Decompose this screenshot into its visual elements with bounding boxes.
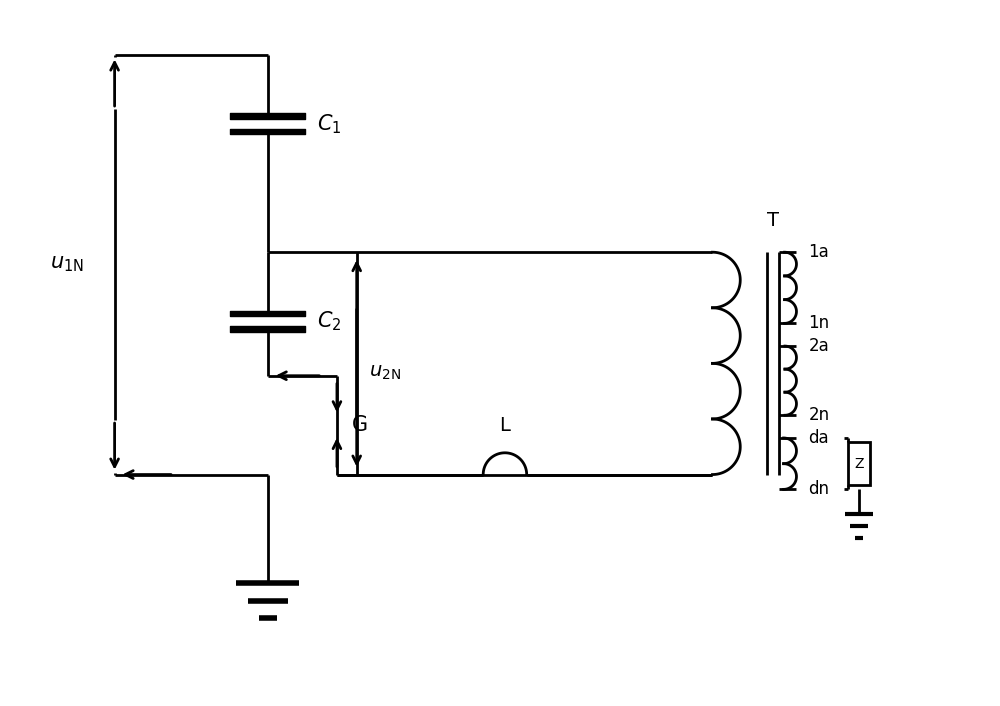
Text: L: L: [500, 416, 510, 435]
Text: $u_{\rm 1N}$: $u_{\rm 1N}$: [50, 255, 84, 275]
Text: dn: dn: [808, 480, 829, 498]
Text: 1a: 1a: [808, 243, 829, 261]
Text: G: G: [352, 415, 368, 435]
Text: 2a: 2a: [808, 337, 829, 355]
Text: $C_2$: $C_2$: [317, 309, 342, 333]
Text: 1n: 1n: [808, 314, 829, 333]
Text: da: da: [808, 429, 829, 447]
Text: $u_{\rm 2N}$: $u_{\rm 2N}$: [369, 364, 400, 383]
Bar: [848, 442, 870, 485]
Text: 2n: 2n: [808, 406, 829, 424]
Text: Z: Z: [854, 457, 863, 471]
Text: T: T: [767, 212, 779, 230]
Text: $C_1$: $C_1$: [317, 112, 342, 136]
